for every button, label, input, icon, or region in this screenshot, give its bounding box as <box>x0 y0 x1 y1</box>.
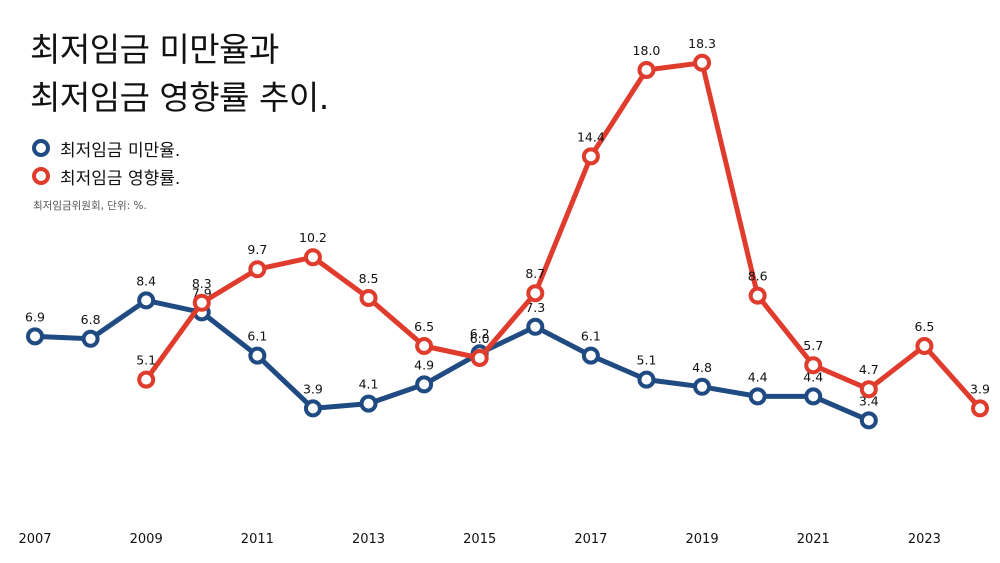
x-tick-label: 2009 <box>130 532 163 547</box>
series-1-point <box>804 387 823 406</box>
x-tick-label: 2007 <box>18 532 51 547</box>
series-2-data-label: 6.0 <box>470 331 490 346</box>
series-2-point <box>526 284 545 303</box>
series-1-point <box>526 317 545 336</box>
series-2-data-label: 6.5 <box>914 319 934 334</box>
series-1-point <box>581 346 600 365</box>
series-1-data-label: 7.3 <box>525 300 545 315</box>
series-1-data-label: 4.4 <box>748 369 768 384</box>
series-1-point <box>748 387 767 406</box>
legend-item-series-2: 최저임금 영향률. <box>32 162 180 190</box>
series-1-data-label: 4.1 <box>359 377 379 392</box>
legend-label-series-1: 최저임금 미만율. <box>60 140 181 161</box>
series-1-data-label: 6.8 <box>81 312 101 327</box>
series-2-data-label: 8.6 <box>748 269 768 284</box>
series-2-point <box>359 289 378 307</box>
series-2-data-label: 3.9 <box>970 381 990 396</box>
series-1-data-label: 6.1 <box>247 329 267 344</box>
series-2-point <box>637 61 656 79</box>
series-2-point <box>804 356 823 375</box>
series-2-point <box>303 248 322 267</box>
series-2-point <box>470 349 489 367</box>
series-1-data-label: 4.9 <box>414 357 434 372</box>
series-2-data-label: 10.2 <box>299 230 327 245</box>
series-2-point <box>859 380 878 399</box>
series-1-data-label: 4.8 <box>692 360 712 375</box>
source-note: 최저임금위원회, 단위: %. <box>33 200 147 212</box>
legend: 최저임금 미만율. 최저임금 영향률. <box>32 134 180 190</box>
series-2-point <box>415 337 434 355</box>
series-1-data-label: 4.4 <box>803 369 823 384</box>
series-1-data-label: 6.2 <box>470 326 490 341</box>
series-2-point <box>192 293 211 312</box>
series-1-point <box>248 346 267 365</box>
series-1-point <box>859 411 878 430</box>
series-1-data-label: 6.1 <box>581 329 601 344</box>
series-2-point <box>581 147 600 166</box>
series-2-data-label: 5.7 <box>803 338 823 353</box>
series-2-point <box>748 286 767 305</box>
legend-marker-series-2 <box>32 167 50 185</box>
series-1-data-label: 5.1 <box>637 353 657 368</box>
series-1-data-label: 6.9 <box>25 309 45 324</box>
series-2-point <box>137 370 156 389</box>
series-2-data-label: 18.3 <box>688 36 716 51</box>
chart-title: 최저임금 미만율과 최저임금 영향률 추이. <box>30 26 329 122</box>
series-2-point <box>915 337 934 355</box>
legend-marker-series-1 <box>32 139 50 157</box>
chart-title-line-2: 최저임금 영향률 추이. <box>30 78 329 117</box>
series-2-point <box>248 260 267 279</box>
series-2-data-label: 9.7 <box>247 242 267 257</box>
series-1-line <box>32 297 872 423</box>
x-tick-label: 2015 <box>463 532 496 547</box>
legend-item-series-1: 최저임금 미만율. <box>32 134 180 162</box>
series-2-line <box>143 60 983 411</box>
series-2-point <box>971 399 989 418</box>
series-1-data-label: 3.9 <box>303 381 323 396</box>
series-2-data-label: 6.5 <box>414 319 434 334</box>
series-1-point <box>359 394 378 413</box>
series-1-point <box>415 375 434 394</box>
series-2-data-label: 8.7 <box>525 266 545 281</box>
series-1-point <box>303 399 322 418</box>
legend-label-series-2: 최저임금 영향률. <box>60 168 181 189</box>
x-tick-label: 2011 <box>241 532 274 547</box>
series-1-data-label: 3.4 <box>859 393 879 408</box>
series-1-data-label: 8.4 <box>136 273 156 288</box>
series-2-data-label: 8.3 <box>192 276 212 291</box>
series-1-point <box>693 377 712 396</box>
chart-title-line-1: 최저임금 미만율과 <box>30 30 279 69</box>
series-1-point <box>26 327 44 346</box>
x-tick-label: 2023 <box>908 532 941 547</box>
x-tick-label: 2013 <box>352 532 385 547</box>
series-1-point <box>81 329 100 348</box>
series-1-point <box>137 291 156 310</box>
series-2-data-label: 4.7 <box>859 362 879 377</box>
series-2-point <box>693 53 712 72</box>
x-tick-label: 2019 <box>686 532 719 547</box>
x-tick-label: 2021 <box>797 532 830 547</box>
series-2-data-label: 8.5 <box>359 271 379 286</box>
series-2-data-label: 5.1 <box>136 353 156 368</box>
series-2-data-label: 18.0 <box>633 43 661 58</box>
series-1-point <box>637 370 656 389</box>
series-2-data-label: 14.4 <box>577 129 605 144</box>
x-tick-label: 2017 <box>574 532 607 547</box>
